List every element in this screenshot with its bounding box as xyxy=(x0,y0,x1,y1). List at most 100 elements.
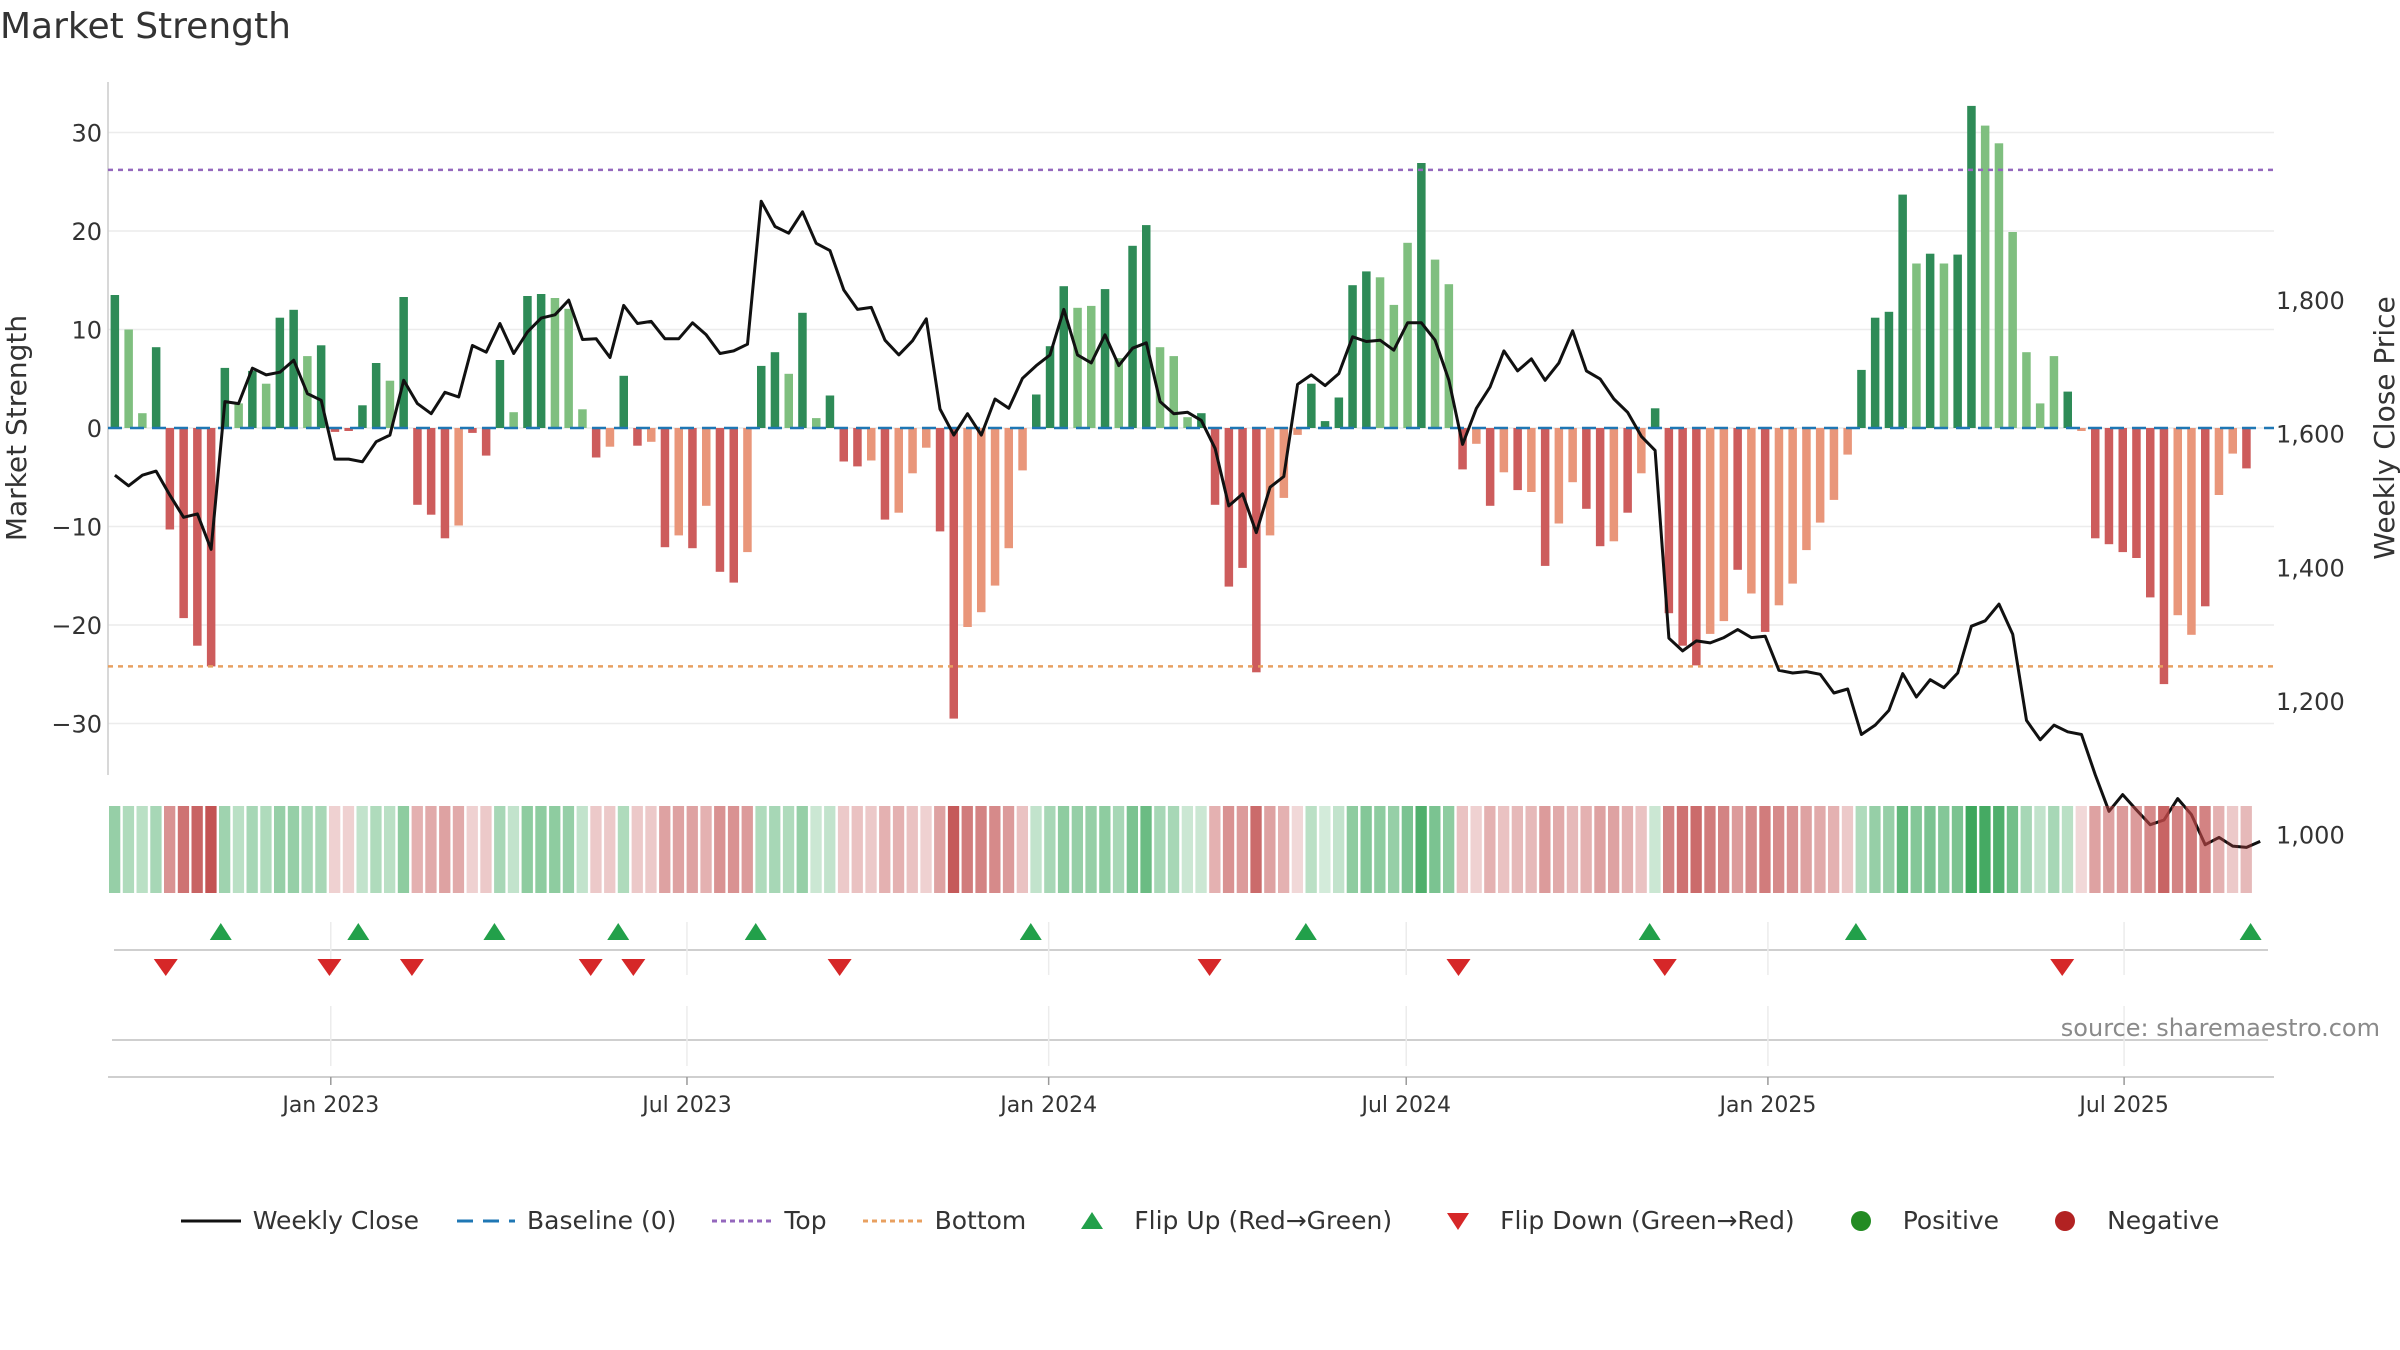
strength-bar xyxy=(1362,271,1371,428)
strength-bar xyxy=(922,428,931,448)
legend-label: Positive xyxy=(1902,1206,2000,1235)
strength-bar xyxy=(2063,391,2072,428)
strength-band-cell xyxy=(1676,806,1689,893)
strength-bar xyxy=(454,428,463,526)
strength-bar xyxy=(1032,394,1041,428)
legend-symbol-positive xyxy=(1850,1210,1871,1231)
strength-band-cell xyxy=(1910,806,1922,893)
legend: Weekly Close Baseline (0) Top Bottom Flip Up… xyxy=(0,1206,2400,1235)
strength-band-cell xyxy=(1511,806,1523,893)
strength-bar xyxy=(1623,428,1632,513)
strength-bar xyxy=(2104,428,2114,545)
legend-symbol-top xyxy=(712,1219,773,1222)
legend-label: Weekly Close xyxy=(252,1206,420,1235)
strength-bar xyxy=(894,428,903,513)
strength-bar xyxy=(1100,289,1110,428)
flip-up-marker xyxy=(209,923,232,940)
strength-bar xyxy=(1142,225,1151,428)
strength-band-cell xyxy=(1456,806,1468,893)
x-tick-label: Jan 2023 xyxy=(280,1093,379,1118)
legend-item-flip-up[interactable]: Flip Up (Red→Green) xyxy=(1062,1206,1392,1235)
strength-bar xyxy=(1059,286,1068,428)
strength-band-cell xyxy=(1291,806,1303,893)
strength-bar xyxy=(1087,305,1096,428)
legend-symbol-baseline xyxy=(457,1219,516,1222)
strength-bar xyxy=(1265,428,1275,536)
strength-bar xyxy=(1733,428,1742,570)
flip-down-marker xyxy=(317,959,342,976)
strength-bar xyxy=(949,428,958,719)
strength-bar xyxy=(1128,245,1137,428)
strength-bar xyxy=(977,428,986,613)
strength-band-cell xyxy=(920,806,932,893)
strength-band-cell xyxy=(810,806,822,893)
strength-band-cell xyxy=(342,806,355,893)
strength-bar xyxy=(1692,428,1701,666)
legend-item-flip-down[interactable]: Flip Down (Green→Red) xyxy=(1428,1206,1795,1235)
strength-bar xyxy=(261,383,271,428)
legend-item-close[interactable]: Weekly Close xyxy=(180,1206,420,1235)
strength-bar xyxy=(1527,428,1536,492)
strength-bar xyxy=(908,428,917,474)
strength-band-cell xyxy=(1869,806,1881,893)
strength-bar xyxy=(1637,428,1646,474)
strength-band-cell xyxy=(1580,806,1592,893)
flip-markers xyxy=(153,923,2262,976)
strength-bar xyxy=(591,428,601,458)
strength-bar xyxy=(1045,346,1055,428)
weekly-close-line xyxy=(113,199,2261,849)
strength-band-cell xyxy=(2144,806,2156,893)
legend-item-top[interactable]: Top xyxy=(712,1206,827,1235)
strength-bars xyxy=(110,105,2251,719)
flip-down-marker xyxy=(2050,959,2075,976)
strength-bar xyxy=(770,352,780,428)
strength-band-cell xyxy=(686,806,698,893)
strength-bar xyxy=(1884,311,1894,428)
strength-band-cell xyxy=(384,806,396,893)
strength-band-cell xyxy=(2006,806,2019,893)
strength-band-cell xyxy=(906,806,918,893)
strength-bar xyxy=(2242,428,2251,469)
strength-band-cell xyxy=(1236,806,1248,893)
strength-band-cell xyxy=(2048,806,2060,893)
strength-band-cell xyxy=(2213,806,2225,893)
x-tick-label: Jul 2025 xyxy=(2077,1093,2169,1118)
strength-band-cell xyxy=(1498,806,1510,893)
strength-band-cell xyxy=(1250,806,1262,893)
strength-bar xyxy=(1595,428,1605,547)
strength-bar xyxy=(674,428,683,536)
strength-band-cell xyxy=(439,806,451,893)
strength-bar xyxy=(660,428,670,548)
x-tick-label: Jan 2024 xyxy=(998,1093,1097,1118)
legend-item-negative[interactable]: Negative xyxy=(2035,1206,2219,1235)
legend-item-positive[interactable]: Positive xyxy=(1831,1206,1999,1235)
y2-axis-label: Weekly Close Price xyxy=(2368,296,2400,559)
strength-band-cell xyxy=(136,806,148,893)
strength-bar xyxy=(2214,428,2224,495)
strength-band-cell xyxy=(645,806,657,893)
strength-bar xyxy=(2146,428,2155,598)
strength-bar xyxy=(358,405,367,428)
strength-band-cell xyxy=(1814,806,1826,893)
strength-band-cell xyxy=(1621,806,1634,893)
y-tick-label: −20 xyxy=(51,612,102,640)
legend-item-bottom[interactable]: Bottom xyxy=(862,1206,1026,1235)
strength-band-cell xyxy=(177,806,190,893)
strength-bar xyxy=(1540,428,1550,566)
y2-tick-label: 1,600 xyxy=(2276,421,2345,449)
strength-band-cell xyxy=(1896,806,1909,893)
strength-bar xyxy=(1705,428,1715,634)
strength-band-cell xyxy=(1965,806,1977,893)
strength-bar xyxy=(963,428,972,627)
flip-down-marker xyxy=(1652,959,1677,976)
strength-band-cell xyxy=(1030,806,1042,893)
strength-band-cell xyxy=(1099,806,1111,893)
flip-up-marker xyxy=(744,923,767,940)
strength-bar xyxy=(1375,277,1385,428)
strength-band-cell xyxy=(879,806,891,893)
strength-bar xyxy=(1609,428,1619,542)
legend-item-baseline[interactable]: Baseline (0) xyxy=(455,1206,676,1235)
strength-band-cell xyxy=(796,806,808,893)
strength-band-cell xyxy=(1154,806,1166,893)
strength-band-cell xyxy=(1112,806,1125,893)
